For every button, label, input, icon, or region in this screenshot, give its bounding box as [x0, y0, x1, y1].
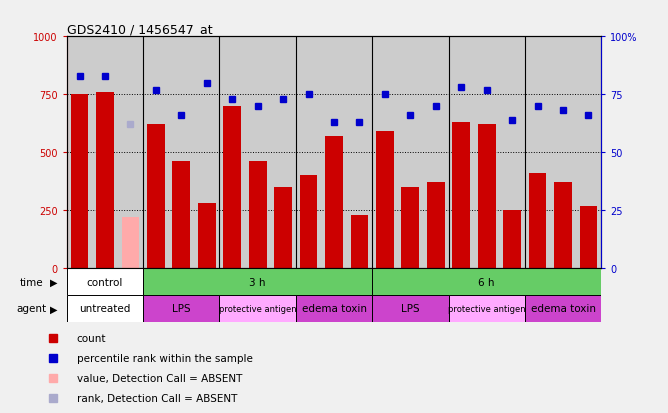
Bar: [300, 176, 317, 268]
Bar: [147, 125, 165, 268]
Text: 3 h: 3 h: [249, 277, 266, 287]
Bar: [554, 183, 572, 268]
Bar: [351, 215, 368, 268]
Bar: [372, 268, 601, 295]
Text: protective antigen: protective antigen: [448, 304, 526, 313]
Text: edema toxin: edema toxin: [301, 304, 367, 314]
Bar: [528, 173, 546, 268]
Text: LPS: LPS: [172, 304, 190, 314]
Bar: [67, 295, 143, 322]
Bar: [274, 188, 292, 268]
Text: 6 h: 6 h: [478, 277, 495, 287]
Bar: [372, 295, 448, 322]
Text: GDS2410 / 1456547_at: GDS2410 / 1456547_at: [67, 23, 212, 36]
Bar: [198, 204, 216, 268]
Text: control: control: [87, 277, 123, 287]
Bar: [71, 95, 88, 268]
Text: time: time: [20, 277, 43, 287]
Text: untreated: untreated: [79, 304, 131, 314]
Bar: [143, 295, 220, 322]
Text: protective antigen: protective antigen: [219, 304, 297, 313]
Bar: [67, 268, 143, 295]
Bar: [248, 162, 267, 268]
Bar: [143, 268, 372, 295]
Bar: [478, 125, 496, 268]
Bar: [376, 132, 394, 268]
Text: value, Detection Call = ABSENT: value, Detection Call = ABSENT: [77, 373, 242, 383]
Text: rank, Detection Call = ABSENT: rank, Detection Call = ABSENT: [77, 394, 237, 404]
Bar: [96, 93, 114, 268]
Text: ▶: ▶: [50, 304, 57, 314]
Bar: [427, 183, 445, 268]
Bar: [223, 107, 241, 268]
Bar: [452, 123, 470, 268]
Bar: [296, 295, 372, 322]
Bar: [580, 206, 597, 268]
Text: ▶: ▶: [50, 277, 57, 287]
Bar: [525, 295, 601, 322]
Bar: [122, 218, 140, 268]
Bar: [325, 137, 343, 268]
Bar: [448, 295, 525, 322]
Bar: [172, 162, 190, 268]
Text: agent: agent: [17, 304, 47, 314]
Bar: [220, 295, 296, 322]
Text: LPS: LPS: [401, 304, 420, 314]
Bar: [401, 188, 420, 268]
Text: percentile rank within the sample: percentile rank within the sample: [77, 354, 253, 363]
Text: count: count: [77, 334, 106, 344]
Bar: [503, 211, 521, 268]
Text: edema toxin: edema toxin: [530, 304, 596, 314]
